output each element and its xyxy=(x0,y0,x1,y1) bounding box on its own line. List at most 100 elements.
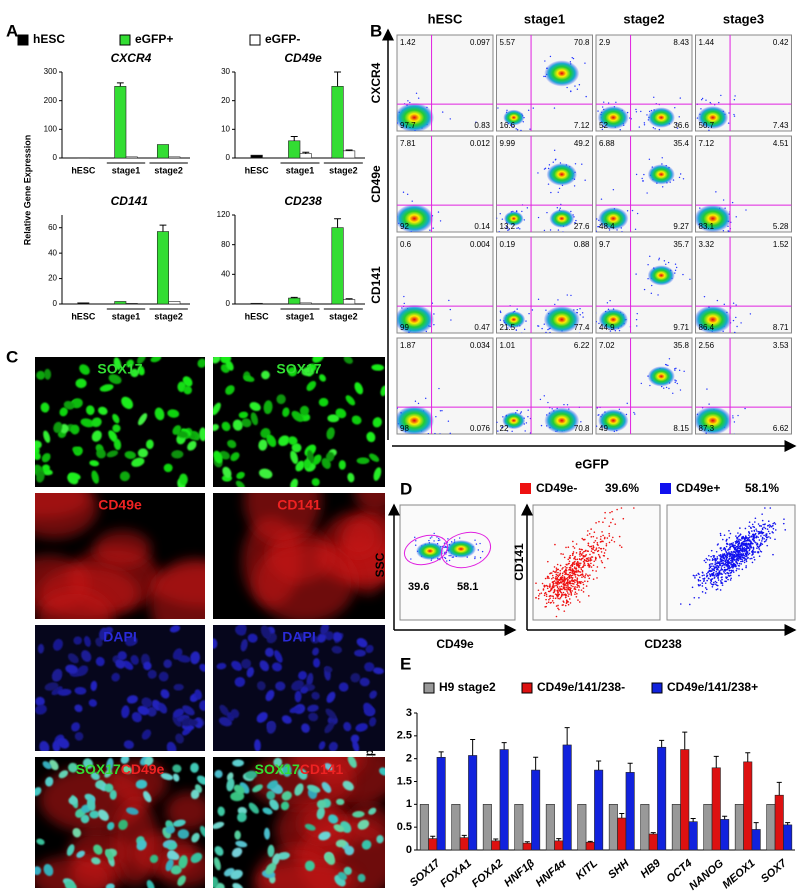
nucleus xyxy=(138,448,148,457)
event-dot xyxy=(557,577,559,579)
quadrant-value: 87.3 xyxy=(699,424,715,433)
event-dot xyxy=(574,547,576,549)
event-dot xyxy=(739,556,741,558)
event-dot xyxy=(584,550,586,552)
event-dot xyxy=(747,557,749,559)
event-dot xyxy=(755,517,757,519)
bar xyxy=(775,795,783,850)
event-dot xyxy=(543,589,545,591)
event-dot xyxy=(735,304,736,305)
event-dot xyxy=(720,535,722,537)
nucleus xyxy=(163,659,171,668)
event-dot xyxy=(586,558,588,560)
event-dot xyxy=(565,573,567,575)
event-dot xyxy=(516,228,517,229)
event-dot xyxy=(752,526,754,528)
event-dot xyxy=(567,294,568,295)
event-dot xyxy=(704,296,705,297)
y-tick-label: 200 xyxy=(44,96,58,105)
event-dot xyxy=(414,537,415,538)
event-dot xyxy=(689,604,691,606)
event-dot xyxy=(716,589,718,591)
event-dot xyxy=(728,573,730,575)
event-dot xyxy=(729,558,731,560)
bar xyxy=(251,155,263,158)
event-dot xyxy=(740,546,742,548)
event-dot xyxy=(579,586,581,588)
event-dot xyxy=(722,582,724,584)
event-dot xyxy=(746,561,748,563)
event-dot xyxy=(567,588,569,590)
event-dot xyxy=(560,589,562,591)
event-dot xyxy=(639,126,640,127)
event-dot xyxy=(723,548,725,550)
event-dot xyxy=(710,556,712,558)
event-dot xyxy=(571,578,573,580)
event-dot xyxy=(665,264,666,265)
event-dot xyxy=(720,589,722,591)
stain xyxy=(94,530,151,567)
event-dot xyxy=(758,547,760,549)
event-dot xyxy=(598,550,600,552)
event-dot xyxy=(588,545,590,547)
event-dot xyxy=(391,118,392,119)
event-dot xyxy=(557,605,559,607)
event-dot xyxy=(728,112,729,113)
event-dot xyxy=(555,598,557,600)
event-dot xyxy=(567,586,569,588)
event-dot xyxy=(736,561,738,563)
event-dot xyxy=(583,587,585,589)
quadrant-value: 0.6 xyxy=(400,240,412,249)
error-bar xyxy=(117,83,124,86)
event-dot xyxy=(667,365,668,366)
event-dot xyxy=(415,540,416,541)
event-dot xyxy=(532,309,533,310)
bar xyxy=(744,762,752,850)
event-dot xyxy=(569,598,571,600)
bar xyxy=(483,804,491,850)
event-dot xyxy=(438,388,439,389)
event-dot xyxy=(575,163,576,164)
event-dot xyxy=(516,308,517,309)
event-dot xyxy=(607,302,608,303)
event-dot xyxy=(636,111,637,112)
event-dot xyxy=(627,210,628,211)
event-dot xyxy=(609,535,611,537)
event-dot xyxy=(736,546,738,548)
event-dot xyxy=(602,535,604,537)
event-dot xyxy=(703,579,705,581)
event-dot xyxy=(710,570,712,572)
quadrant-value: 7.02 xyxy=(599,341,615,350)
event-dot xyxy=(753,534,755,536)
event-dot xyxy=(581,589,583,591)
event-dot xyxy=(623,518,625,520)
x-tick-label: hESC xyxy=(245,165,270,175)
event-dot xyxy=(700,108,701,109)
event-dot xyxy=(566,567,568,569)
event-dot xyxy=(442,111,443,112)
event-dot xyxy=(560,207,561,208)
event-dot xyxy=(593,536,595,538)
quadrant-value: 36.6 xyxy=(673,121,689,130)
bar xyxy=(689,822,697,850)
event-dot xyxy=(737,415,738,416)
event-dot xyxy=(614,436,615,437)
event-dot xyxy=(430,537,431,538)
event-dot xyxy=(727,560,729,562)
event-dot xyxy=(562,575,564,577)
x-tick-label: SOX17 xyxy=(408,857,444,890)
event-dot xyxy=(384,137,385,138)
event-dot xyxy=(545,578,547,580)
event-dot xyxy=(720,554,722,556)
event-dot xyxy=(783,523,785,525)
density-blob xyxy=(544,60,579,86)
event-dot xyxy=(553,162,554,163)
event-dot xyxy=(730,577,732,579)
event-dot xyxy=(717,585,719,587)
event-dot xyxy=(734,547,736,549)
event-dot xyxy=(590,563,592,565)
legend-label: CD49e/141/238- xyxy=(537,680,625,694)
event-dot xyxy=(748,550,750,552)
event-dot xyxy=(635,273,636,274)
event-dot xyxy=(604,512,606,514)
